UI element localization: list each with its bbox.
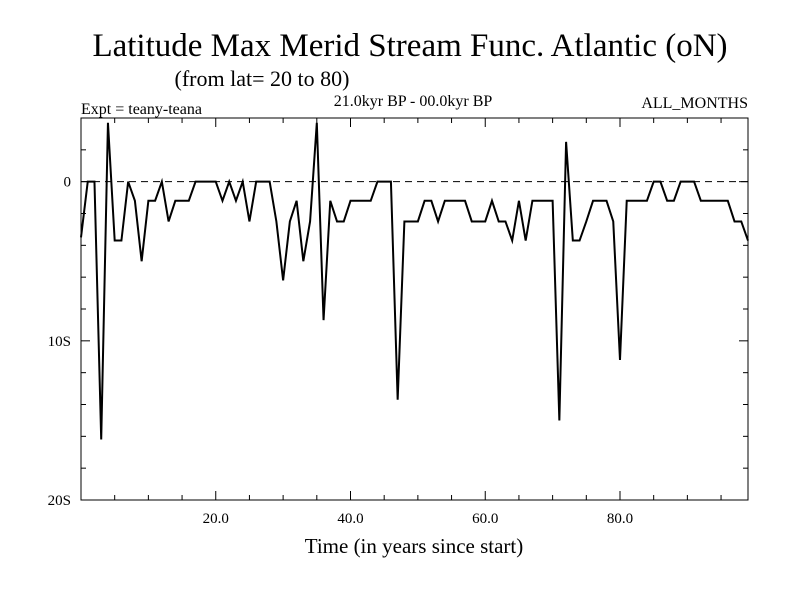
series-line xyxy=(80,122,749,440)
chart-subtitle: (from lat= 20 to 80) xyxy=(175,66,350,91)
y-tick-label: 0 xyxy=(64,175,72,191)
y-tick-label: 10S xyxy=(48,334,71,350)
x-axis-label: Time (in years since start) xyxy=(305,534,524,558)
period-label: 21.0kyr BP - 00.0kyr BP xyxy=(334,93,493,110)
expt-label: Expt = teany-teana xyxy=(81,101,202,118)
x-tick-label: 80.0 xyxy=(607,511,633,527)
x-tick-label: 60.0 xyxy=(472,511,498,527)
plot-frame xyxy=(80,117,749,501)
chart-title: Latitude Max Merid Stream Func. Atlantic… xyxy=(92,28,727,64)
plot-area: 20.0 40.0 60.0 80.0 0 10S 20S xyxy=(48,117,749,527)
x-tick-label: 40.0 xyxy=(337,511,363,527)
y-tick-label: 20S xyxy=(48,493,71,509)
months-label: ALL_MONTHS xyxy=(641,95,748,112)
x-tick-label: 20.0 xyxy=(203,511,229,527)
